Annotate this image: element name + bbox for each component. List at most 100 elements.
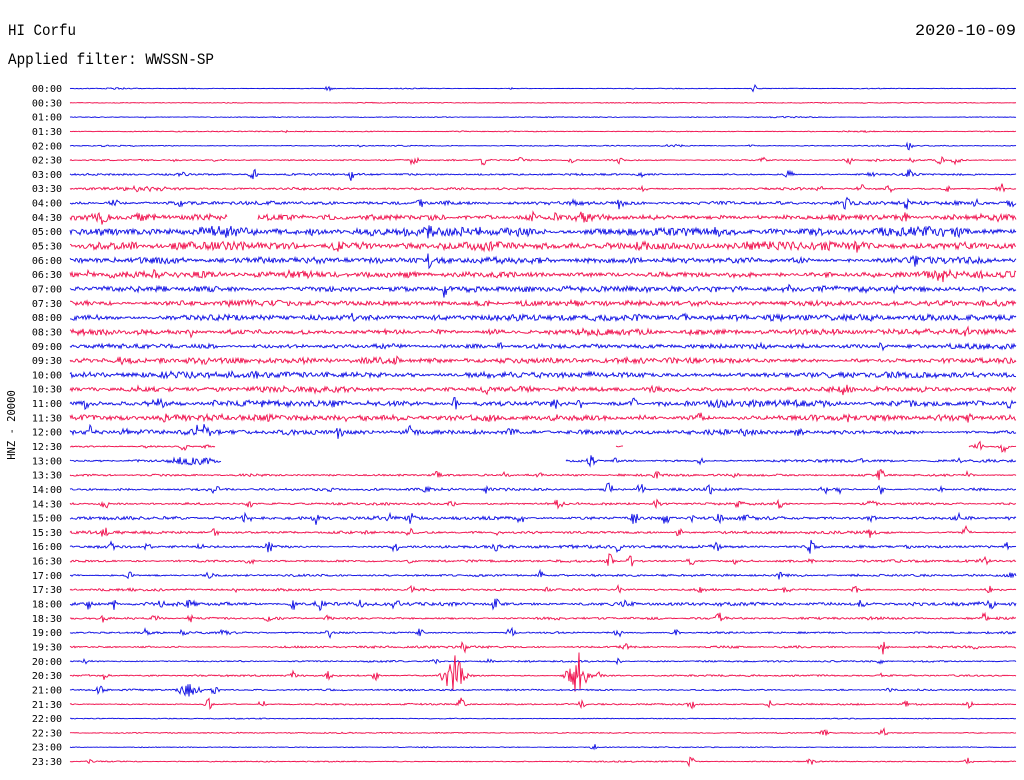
trace-13-30 bbox=[69, 468, 1017, 481]
trace-09-00 bbox=[69, 341, 1017, 352]
row-label: 14:00 bbox=[32, 485, 62, 496]
row-label: 10:00 bbox=[32, 370, 62, 381]
row-label: 04:30 bbox=[32, 213, 62, 224]
trace-07-00 bbox=[69, 283, 1017, 298]
trace-00-30 bbox=[69, 101, 1017, 104]
row-label: 12:30 bbox=[32, 442, 62, 453]
traces bbox=[69, 83, 1017, 768]
row-label: 00:30 bbox=[32, 98, 62, 109]
row-label: 03:30 bbox=[32, 184, 62, 195]
trace-06-30 bbox=[69, 268, 1017, 283]
row-label: 07:00 bbox=[32, 284, 62, 295]
trace-16-00 bbox=[69, 539, 1017, 554]
row-label: 01:00 bbox=[32, 113, 62, 124]
trace-22-30 bbox=[69, 727, 1017, 736]
trace-15-30 bbox=[69, 524, 1017, 538]
trace-18-30 bbox=[69, 611, 1017, 623]
row-label: 18:00 bbox=[32, 600, 62, 611]
row-label: 23:30 bbox=[32, 757, 62, 768]
filter-label: Applied filter: WWSSN-SP bbox=[8, 51, 214, 69]
trace-11-30 bbox=[69, 412, 1017, 423]
trace-17-00 bbox=[69, 568, 1017, 580]
trace-23-00 bbox=[69, 744, 1017, 751]
row-label: 19:30 bbox=[32, 642, 62, 653]
trace-02-30 bbox=[69, 156, 1017, 166]
trace-03-30 bbox=[69, 183, 1017, 194]
row-label: 05:00 bbox=[32, 227, 62, 238]
trace-19-00 bbox=[69, 626, 1017, 640]
trace-05-00 bbox=[69, 225, 1017, 239]
y-axis-label: HNZ - 20000 bbox=[6, 390, 18, 460]
trace-10-00 bbox=[69, 369, 1017, 380]
trace-01-00 bbox=[69, 115, 1017, 119]
row-label: 19:00 bbox=[32, 628, 62, 639]
trace-02-00 bbox=[69, 141, 1017, 151]
row-label: 11:00 bbox=[32, 399, 62, 410]
row-label: 08:00 bbox=[32, 313, 62, 324]
trace-06-00 bbox=[69, 253, 1017, 270]
row-labels: 00:00 00:30 01:00 01:30 02:00 02:30 03:00 03:30… bbox=[32, 84, 62, 768]
trace-23-30 bbox=[69, 756, 1017, 768]
trace-14-30 bbox=[69, 498, 1017, 510]
row-label: 11:30 bbox=[32, 413, 62, 424]
trace-10-30 bbox=[69, 384, 1017, 396]
row-label: 12:00 bbox=[32, 428, 62, 439]
row-label: 08:30 bbox=[32, 327, 62, 338]
row-label: 22:00 bbox=[32, 714, 62, 725]
row-label: 04:00 bbox=[32, 199, 62, 210]
row-label: 16:30 bbox=[32, 557, 62, 568]
row-label: 21:00 bbox=[32, 685, 62, 696]
trace-11-00 bbox=[69, 397, 1017, 411]
row-label: 07:30 bbox=[32, 299, 62, 310]
row-label: 13:00 bbox=[32, 456, 62, 467]
row-label: 22:30 bbox=[32, 728, 62, 739]
row-label: 17:30 bbox=[32, 585, 62, 596]
row-label: 18:30 bbox=[32, 614, 62, 625]
trace-22-00 bbox=[69, 717, 1017, 720]
row-label: 23:00 bbox=[32, 743, 62, 754]
row-label: 13:30 bbox=[32, 471, 62, 482]
row-label: 14:30 bbox=[32, 499, 62, 510]
trace-04-00 bbox=[69, 196, 1017, 210]
row-label: 03:00 bbox=[32, 170, 62, 181]
row-label: 17:00 bbox=[32, 571, 62, 582]
row-label: 21:30 bbox=[32, 700, 62, 711]
row-label: 02:00 bbox=[32, 141, 62, 152]
trace-12-00 bbox=[69, 423, 1017, 439]
row-label: 00:00 bbox=[32, 84, 62, 95]
row-label: 20:30 bbox=[32, 671, 62, 682]
row-label: 15:00 bbox=[32, 514, 62, 525]
station-title: HI Corfu bbox=[8, 22, 76, 40]
trace-09-30 bbox=[69, 355, 1017, 366]
trace-05-30 bbox=[69, 240, 1017, 253]
trace-12-30 bbox=[69, 440, 1017, 454]
trace-15-00 bbox=[69, 511, 1017, 525]
trace-20-00 bbox=[69, 657, 1017, 666]
trace-21-30 bbox=[69, 697, 1017, 710]
row-label: 01:30 bbox=[32, 127, 62, 138]
trace-19-30 bbox=[69, 640, 1017, 655]
trace-16-30 bbox=[69, 553, 1017, 567]
trace-03-00 bbox=[69, 168, 1017, 181]
trace-07-30 bbox=[69, 298, 1017, 308]
row-label: 06:30 bbox=[32, 270, 62, 281]
trace-17-30 bbox=[69, 583, 1017, 594]
trace-04-30 bbox=[69, 210, 1017, 225]
trace-20-30 bbox=[69, 652, 1017, 692]
row-label: 05:30 bbox=[32, 242, 62, 253]
trace-21-00 bbox=[69, 684, 1017, 697]
trace-14-00 bbox=[69, 482, 1017, 495]
trace-08-00 bbox=[69, 312, 1017, 323]
trace-00-00 bbox=[69, 83, 1017, 93]
row-label: 15:30 bbox=[32, 528, 62, 539]
row-label: 16:00 bbox=[32, 542, 62, 553]
trace-01-30 bbox=[69, 129, 1017, 134]
row-label: 10:30 bbox=[32, 385, 62, 396]
date-label: 2020-10-09 bbox=[915, 22, 1016, 40]
row-label: 02:30 bbox=[32, 156, 62, 167]
row-label: 09:30 bbox=[32, 356, 62, 367]
row-label: 20:00 bbox=[32, 657, 62, 668]
row-label: 09:00 bbox=[32, 342, 62, 353]
